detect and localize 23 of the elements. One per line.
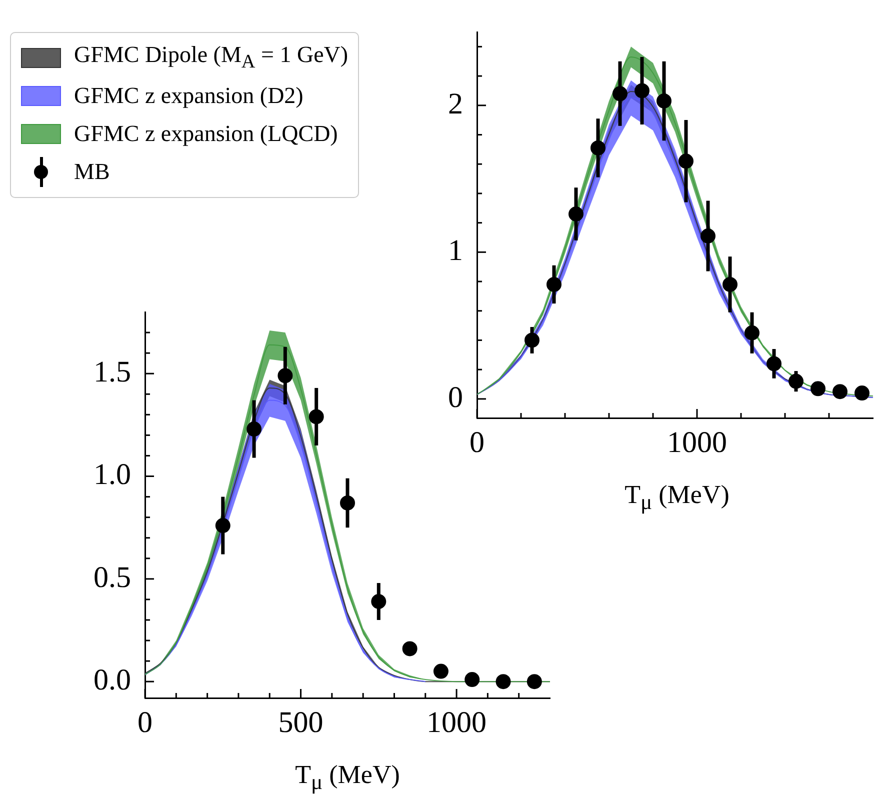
x-tick-label: 500 [278, 706, 324, 739]
x-axis-title: T$_{μ}$ (MeV) [295, 760, 400, 796]
point [854, 386, 870, 401]
x-tick-label: 1000 [426, 706, 487, 739]
y-tick-label: 0.5 [94, 560, 131, 594]
legend-label: MB [74, 159, 110, 185]
x-tick-label: 0 [138, 706, 152, 739]
x-axis-title: T$_{μ}$ (MeV) [624, 480, 730, 516]
legend-label: GFMC z expansion (LQCD) [74, 121, 338, 147]
point [464, 672, 480, 688]
y-tick-label: 0.0 [94, 663, 131, 696]
legend-label: GFMC z expansion (D2) [74, 83, 304, 109]
y-tick-label: 1.0 [94, 458, 131, 492]
legend-label: GFMC Dipole (M$_{A}$ = 1 GeV) [74, 42, 348, 74]
point [832, 384, 848, 400]
point [496, 674, 511, 690]
y-tick-label: 0 [448, 380, 463, 414]
point [526, 674, 542, 690]
y-tick-label: 1 [448, 234, 463, 268]
point [433, 664, 448, 679]
x-tick-label: 1000 [667, 426, 727, 459]
y-tick-label: 2 [448, 87, 463, 120]
y-tick-label: 1.5 [94, 355, 131, 388]
